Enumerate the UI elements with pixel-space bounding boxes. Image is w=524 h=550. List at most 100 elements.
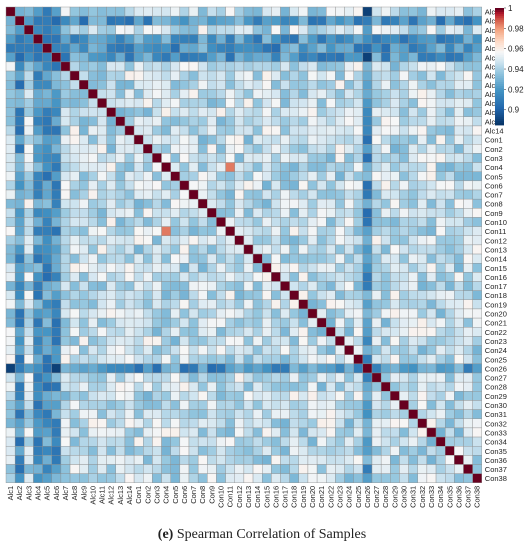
heatmap-cell-Alc3-Con3 — [152, 25, 162, 35]
heatmap-cell-Con26-Alc11 — [97, 363, 107, 374]
heatmap-cell-Alc13-Con24 — [344, 116, 354, 127]
heatmap-cell-Con27-Con12 — [234, 372, 245, 383]
heatmap-cell-Con1-Con6 — [179, 134, 190, 145]
heatmap-cell-Con15-Con14 — [252, 263, 263, 273]
colorbar-segment — [495, 19, 504, 23]
heatmap-cell-Con33-Con10 — [216, 427, 226, 438]
heatmap-cell-Con11-Alc8 — [69, 226, 80, 236]
heatmap-cell-Con22-Con27 — [371, 327, 382, 337]
heatmap-cell-Con18-Con30 — [399, 290, 409, 300]
heatmap-cell-Con16-Con14 — [252, 272, 263, 282]
heatmap-cell-Con26-Con4 — [161, 363, 171, 374]
heatmap-cell-Con17-Con4 — [161, 281, 171, 291]
heatmap-cell-Con8-Con11 — [225, 198, 235, 209]
heatmap-cell-Alc4-Con4 — [161, 34, 171, 44]
heatmap-cell-Alc3-Alc2 — [14, 25, 25, 35]
heatmap-cell-Con35-Con23 — [335, 446, 345, 456]
heatmap-cell-Con13-Con19 — [298, 244, 309, 255]
heatmap-cell-Con10-Con2 — [143, 217, 153, 227]
heatmap-cell-Con18-Con38 — [472, 290, 482, 300]
heatmap-cell-Con34-Con4 — [161, 436, 171, 447]
heatmap-cell-Con28-Alc5 — [42, 381, 52, 392]
heatmap-cell-Con4-Alc7 — [60, 162, 71, 172]
heatmap-cell-Con25-Alc7 — [60, 354, 71, 365]
heatmap-cell-Con35-Con5 — [170, 446, 181, 456]
heatmap-cell-Con1-Alc3 — [24, 134, 34, 145]
heatmap-cell-Con17-Con26 — [362, 281, 373, 291]
heatmap-cell-Con25-Con21 — [316, 354, 327, 365]
heatmap-cell-Con38-Con27 — [371, 473, 382, 483]
heatmap-cell-Con1-Alc10 — [88, 134, 98, 145]
heatmap-cell-Alc13-Con34 — [435, 116, 446, 127]
heatmap-cell-Con14-Con23 — [335, 253, 345, 264]
heatmap-cell-Con38-Con31 — [408, 473, 418, 483]
heatmap-cell-Alc2-Con11 — [225, 15, 235, 26]
heatmap-cell-Con35-Alc5 — [42, 446, 52, 456]
heatmap-cell-Alc7-Con21 — [316, 61, 327, 72]
heatmap-cell-Con33-Con22 — [326, 427, 336, 438]
heatmap-cell-Con37-Alc1 — [5, 464, 16, 474]
heatmap-cell-Alc11-Con16 — [271, 98, 281, 108]
heatmap-cell-Con28-Alc8 — [69, 381, 80, 392]
heatmap-cell-Con10-Con28 — [380, 217, 391, 227]
heatmap-cell-Con25-Alc3 — [24, 354, 34, 365]
heatmap-cell-Con15-Con23 — [335, 263, 345, 273]
heatmap-cell-Con20-Con9 — [207, 308, 217, 319]
heatmap-cell-Con2-Con35 — [445, 144, 455, 154]
colorbar-segment — [495, 66, 504, 69]
heatmap-cell-Con19-Alc1 — [5, 299, 16, 310]
heatmap-cell-Con28-Con11 — [225, 381, 235, 392]
heatmap-cell-Con32-Con1 — [133, 418, 144, 429]
heatmap-cell-Con3-Con5 — [170, 153, 181, 163]
heatmap-cell-Con37-Con22 — [326, 464, 336, 474]
heatmap-cell-Con24-Con28 — [380, 345, 391, 355]
heatmap-cell-Con3-Alc12 — [106, 153, 117, 163]
heatmap-cell-Alc5-Con34 — [435, 43, 446, 53]
heatmap-cell-Con14-Con35 — [445, 253, 455, 264]
heatmap-cell-Con13-Con34 — [435, 244, 446, 255]
heatmap-cell-Con23-Alc11 — [97, 336, 107, 346]
heatmap-cell-Con19-Con19 — [298, 299, 309, 310]
row-labels: Alc1Alc2Alc3Alc4Alc5Alc6Alc7Alc8Alc9Alc1… — [485, 8, 507, 484]
heatmap-cell-Alc1-Con14 — [252, 6, 263, 17]
heatmap-cell-Con32-Con36 — [454, 418, 464, 429]
heatmap-cell-Con3-Con24 — [344, 153, 354, 163]
heatmap-cell-Con27-Con19 — [298, 372, 309, 383]
heatmap-cell-Con21-Con4 — [161, 317, 171, 328]
heatmap-cell-Con9-Con24 — [344, 208, 354, 218]
heatmap-cell-Con10-Con4 — [161, 217, 171, 227]
heatmap-cell-Con27-Con30 — [399, 372, 409, 383]
heatmap-cell-Con7-Con11 — [225, 189, 235, 200]
heatmap-cell-Con4-Alc8 — [69, 162, 80, 172]
heatmap-cell-Alc5-Con23 — [335, 43, 345, 53]
heatmap-cell-Con26-Con26 — [362, 363, 373, 374]
heatmap-cell-Con31-Con23 — [335, 409, 345, 419]
heatmap-cell-Con20-Con31 — [408, 308, 418, 319]
heatmap-cell-Con29-Con2 — [143, 391, 153, 401]
caption-label: (e) — [157, 527, 174, 542]
heatmap-cell-Con17-Con37 — [463, 281, 473, 291]
heatmap-cell-Con11-Con1 — [133, 226, 144, 236]
heatmap-cell-Con7-Alc14 — [124, 189, 135, 200]
heatmap-cell-Con1-Alc11 — [97, 134, 107, 145]
heatmap-cell-Con23-Con31 — [408, 336, 418, 346]
heatmap-cell-Alc5-Con26 — [362, 43, 373, 53]
heatmap-cell-Con30-Con24 — [344, 400, 354, 410]
heatmap-cell-Alc7-Con7 — [188, 61, 199, 72]
heatmap-cell-Con34-Con18 — [289, 436, 299, 447]
row-label-Con32: Con32 — [485, 419, 507, 428]
heatmap-cell-Con10-Con32 — [417, 217, 428, 227]
heatmap-cell-Alc14-Con7 — [188, 125, 199, 136]
heatmap-cell-Con7-Con17 — [280, 189, 290, 200]
heatmap-cell-Con35-Con18 — [289, 446, 299, 456]
heatmap-cell-Con35-Con28 — [380, 446, 391, 456]
heatmap-cell-Con8-Alc4 — [33, 198, 43, 209]
heatmap-cell-Con30-Con29 — [390, 400, 400, 410]
heatmap-cell-Alc2-Con26 — [362, 15, 373, 26]
heatmap-cell-Con15-Con32 — [417, 263, 428, 273]
heatmap-cell-Con16-Alc3 — [24, 272, 34, 282]
heatmap-cell-Con4-Con12 — [234, 162, 245, 172]
row-label-Con9: Con9 — [485, 209, 503, 218]
heatmap-cell-Alc13-Con4 — [161, 116, 171, 127]
heatmap-cell-Con26-Con38 — [472, 363, 482, 374]
